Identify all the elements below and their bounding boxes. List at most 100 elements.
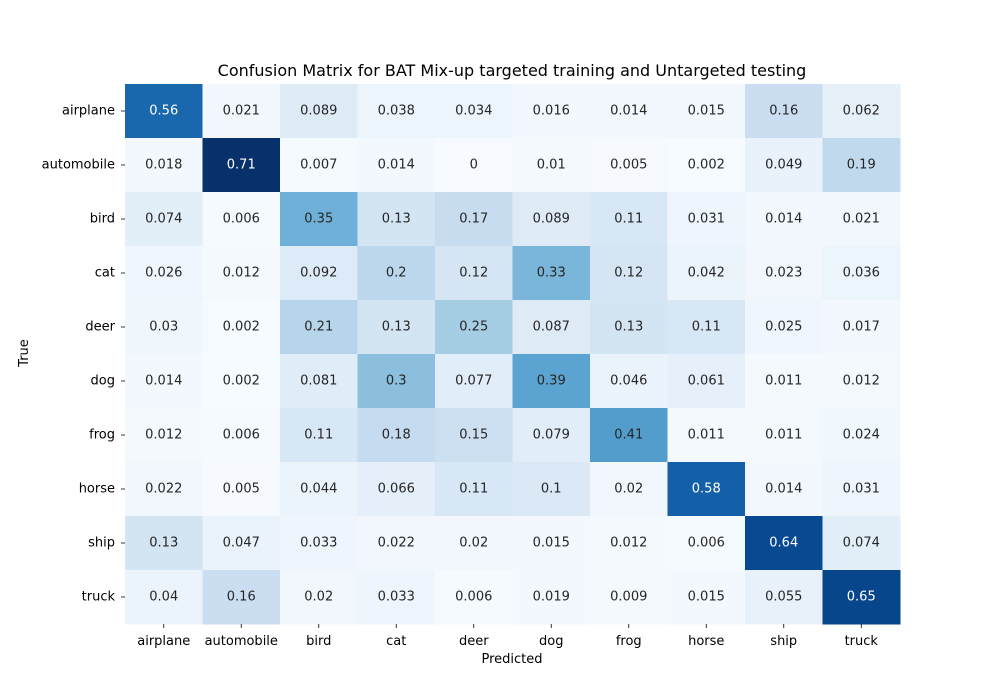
x-tick-label-automobile: automobile [205, 634, 278, 649]
cell-deer-horse [667, 300, 746, 355]
cell-value-label: 0.018 [145, 158, 182, 173]
cell-value-label: 0.014 [145, 374, 182, 389]
cell-value-label: 0.015 [688, 104, 725, 119]
cell-truck-truck [822, 570, 901, 625]
cell-deer-automobile [202, 300, 281, 355]
cell-automobile-dog [512, 138, 591, 193]
cell-value-label: 0.089 [300, 104, 337, 119]
y-tick-label-ship: ship [88, 536, 115, 551]
y-tick-label-dog: dog [91, 374, 115, 389]
cell-value-label: 0.04 [149, 590, 178, 605]
cell-value-label: 0.061 [688, 374, 725, 389]
cell-automobile-automobile [202, 138, 281, 193]
x-tick-label-ship: ship [770, 634, 797, 649]
cell-cat-truck [822, 246, 901, 301]
cell-cat-bird [280, 246, 358, 301]
cell-deer-frog [590, 300, 668, 355]
cell-dog-automobile [202, 354, 281, 409]
cell-value-label: 0.074 [843, 536, 880, 551]
cell-value-label: 0.41 [614, 428, 643, 443]
y-tick-label-bird: bird [90, 212, 115, 227]
cell-value-label: 0.017 [843, 320, 880, 335]
cell-value-label: 0.009 [610, 590, 647, 605]
cell-value-label: 0.18 [382, 428, 411, 443]
cell-value-label: 0.64 [769, 536, 798, 551]
cell-deer-cat [357, 300, 436, 355]
cell-deer-ship [745, 300, 823, 355]
cell-value-label: 0.25 [459, 320, 488, 335]
cell-dog-frog [590, 354, 668, 409]
cell-value-label: 0.11 [304, 428, 333, 443]
x-tick-label-bird: bird [306, 634, 331, 649]
cell-value-label: 0.16 [769, 104, 798, 119]
cell-bird-ship [745, 192, 823, 247]
cell-value-label: 0.1 [541, 482, 562, 497]
y-axis-ticks: airplane automobile bird cat deer dog frog hors… [42, 104, 125, 605]
cell-ship-ship [745, 516, 823, 571]
cell-value-label: 0.007 [300, 158, 337, 173]
cell-ship-automobile [202, 516, 281, 571]
cell-value-label: 0.023 [765, 266, 802, 281]
cell-frog-airplane [125, 408, 203, 463]
cell-value-label: 0.014 [378, 158, 415, 173]
chart-title: Confusion Matrix for BAT Mix-up targeted… [218, 61, 807, 80]
y-tick-label-truck: truck [82, 590, 116, 605]
cell-truck-horse [667, 570, 746, 625]
cell-value-label: 0.012 [223, 266, 260, 281]
cell-value-label: 0.3 [386, 374, 407, 389]
cell-frog-horse [667, 408, 746, 463]
cell-value-label: 0.079 [533, 428, 570, 443]
cell-value-label: 0.13 [149, 536, 178, 551]
heatmap-cells: 0.56 0.021 0.089 0.038 0.034 0.016 0.014 0.015 0… [125, 84, 901, 625]
cell-ship-horse [667, 516, 746, 571]
cell-value-label: 0.046 [610, 374, 647, 389]
cell-value-label: 0.005 [223, 482, 260, 497]
cell-truck-cat [357, 570, 436, 625]
cell-value-label: 0.089 [533, 212, 570, 227]
cell-value-label: 0.02 [614, 482, 643, 497]
cell-horse-deer [435, 462, 513, 517]
cell-deer-dog [512, 300, 591, 355]
cell-value-label: 0.022 [145, 482, 182, 497]
cell-value-label: 0.011 [688, 428, 725, 443]
cell-automobile-cat [357, 138, 436, 193]
cell-automobile-truck [822, 138, 901, 193]
cell-ship-bird [280, 516, 358, 571]
cell-value-label: 0.33 [537, 266, 566, 281]
cell-value-label: 0.021 [843, 212, 880, 227]
cell-value-label: 0.35 [304, 212, 333, 227]
x-tick-label-cat: cat [386, 634, 406, 649]
cell-dog-bird [280, 354, 358, 409]
cell-value-label: 0.077 [455, 374, 492, 389]
cell-horse-bird [280, 462, 358, 517]
cell-ship-frog [590, 516, 668, 571]
cell-dog-deer [435, 354, 513, 409]
cell-bird-deer [435, 192, 513, 247]
cell-airplane-deer [435, 84, 513, 139]
x-tick-label-horse: horse [688, 634, 724, 649]
cell-dog-airplane [125, 354, 203, 409]
cell-horse-frog [590, 462, 668, 517]
cell-value-label: 0.65 [847, 590, 876, 605]
cell-value-label: 0.13 [382, 212, 411, 227]
cell-value-label: 0.58 [692, 482, 721, 497]
cell-value-label: 0.015 [533, 536, 570, 551]
cell-frog-frog [590, 408, 668, 463]
cell-value-label: 0.002 [688, 158, 725, 173]
cell-value-label: 0.034 [455, 104, 492, 119]
cell-value-label: 0.16 [227, 590, 256, 605]
y-axis-label: True [17, 339, 32, 368]
cell-frog-bird [280, 408, 358, 463]
cell-horse-automobile [202, 462, 281, 517]
cell-bird-dog [512, 192, 591, 247]
cell-value-label: 0.11 [459, 482, 488, 497]
cell-value-label: 0.016 [533, 104, 570, 119]
cell-bird-horse [667, 192, 746, 247]
cell-automobile-bird [280, 138, 358, 193]
cell-value-label: 0.012 [843, 374, 880, 389]
cell-value-label: 0.062 [843, 104, 880, 119]
cell-value-label: 0.56 [149, 104, 178, 119]
cell-value-label: 0.033 [300, 536, 337, 551]
x-tick-label-frog: frog [616, 634, 642, 649]
